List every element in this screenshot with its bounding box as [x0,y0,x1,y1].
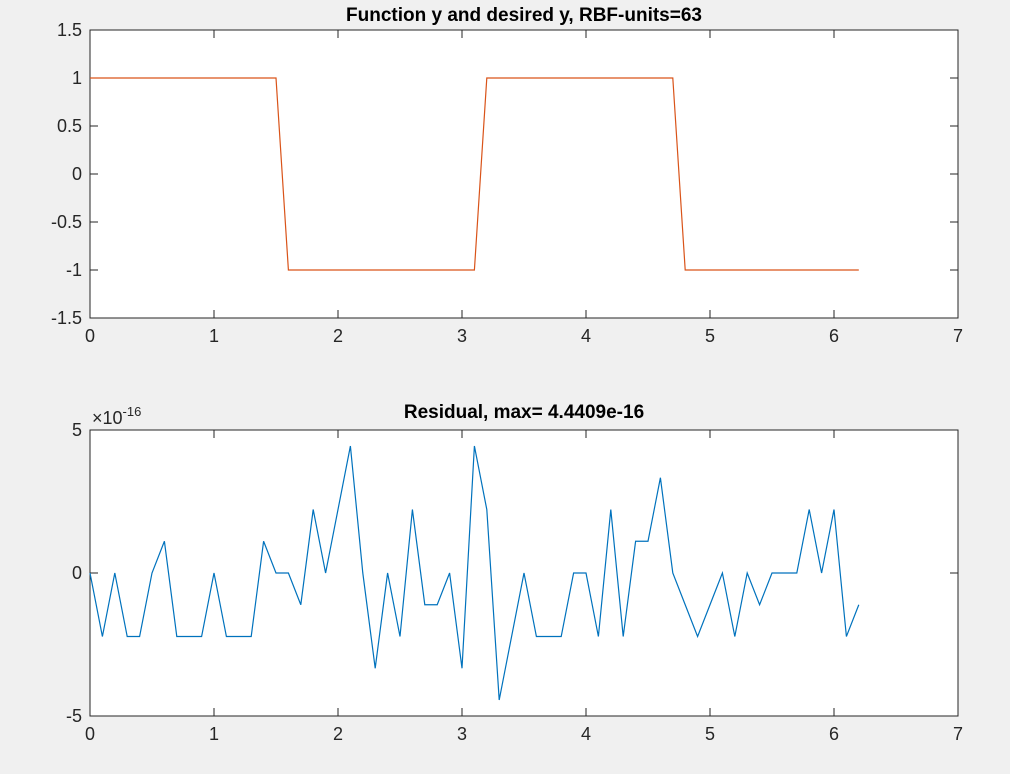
y-tick-label: -0.5 [51,212,82,232]
plot-area-background [89,29,959,319]
y-tick-label: -1 [66,260,82,280]
chart-title: Function y and desired y, RBF-units=63 [346,5,702,26]
x-tick-label: 5 [705,724,715,744]
x-tick-label: 1 [209,724,219,744]
x-tick-label: 6 [829,724,839,744]
x-tick-label: 4 [581,326,591,346]
exponent-power: -16 [123,404,142,419]
x-tick-label: 5 [705,326,715,346]
x-tick-label: 2 [333,326,343,346]
x-tick-labels: 0 1 2 3 4 5 6 7 [85,326,963,346]
y-tick-labels: 1.5 1 0.5 0 -0.5 -1 -1.5 [51,20,82,328]
y-tick-labels: 5 0 -5 [66,420,82,726]
y-tick-label: 0.5 [57,116,82,136]
residual-line [89,445,860,701]
x-tick-label: 7 [953,724,963,744]
x-tick-label: 4 [581,724,591,744]
tick-marks [89,429,959,717]
y-tick-label: 0 [72,164,82,184]
x-tick-label: 3 [457,326,467,346]
x-tick-label: 3 [457,724,467,744]
chart-title: Residual, max= 4.4409e-16 [404,402,644,423]
axes-residual-plot: Residual, max= 4.4409e-16 ×10-16 0 1 2 3 4 5 6… [66,402,963,744]
y-tick-label: 0 [72,563,82,583]
x-tick-label: 2 [333,724,343,744]
y-tick-label: -1.5 [51,308,82,328]
y-tick-label: -5 [66,706,82,726]
x-tick-label: 1 [209,326,219,346]
tick-marks [89,29,959,319]
x-tick-label: 7 [953,326,963,346]
x-tick-label: 0 [85,724,95,744]
y-tick-label: 1 [72,68,82,88]
x-tick-label: 0 [85,326,95,346]
x-tick-labels: 0 1 2 3 4 5 6 7 [85,724,963,744]
exponent-base: ×10 [92,408,123,428]
function-line [90,77,859,271]
axes-function-plot: Function y and desired y, RBF-units=63 0… [51,5,963,346]
x-tick-label: 6 [829,326,839,346]
y-tick-label: 1.5 [57,20,82,40]
y-tick-label: 5 [72,420,82,440]
exponent-label: ×10-16 [92,404,141,428]
